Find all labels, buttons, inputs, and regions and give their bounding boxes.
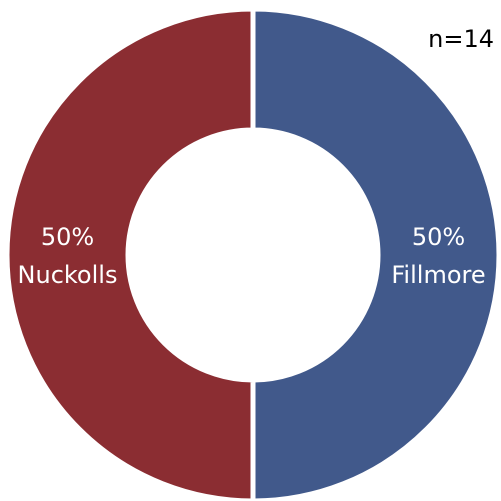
slice-label: Fillmore [391,261,485,289]
slice [250,6,501,501]
value-label: 50% [412,223,465,251]
annotation: n=14 [428,25,494,53]
slice [4,6,256,501]
value-label: 50% [41,223,94,251]
slice-label: Nuckolls [18,261,118,289]
